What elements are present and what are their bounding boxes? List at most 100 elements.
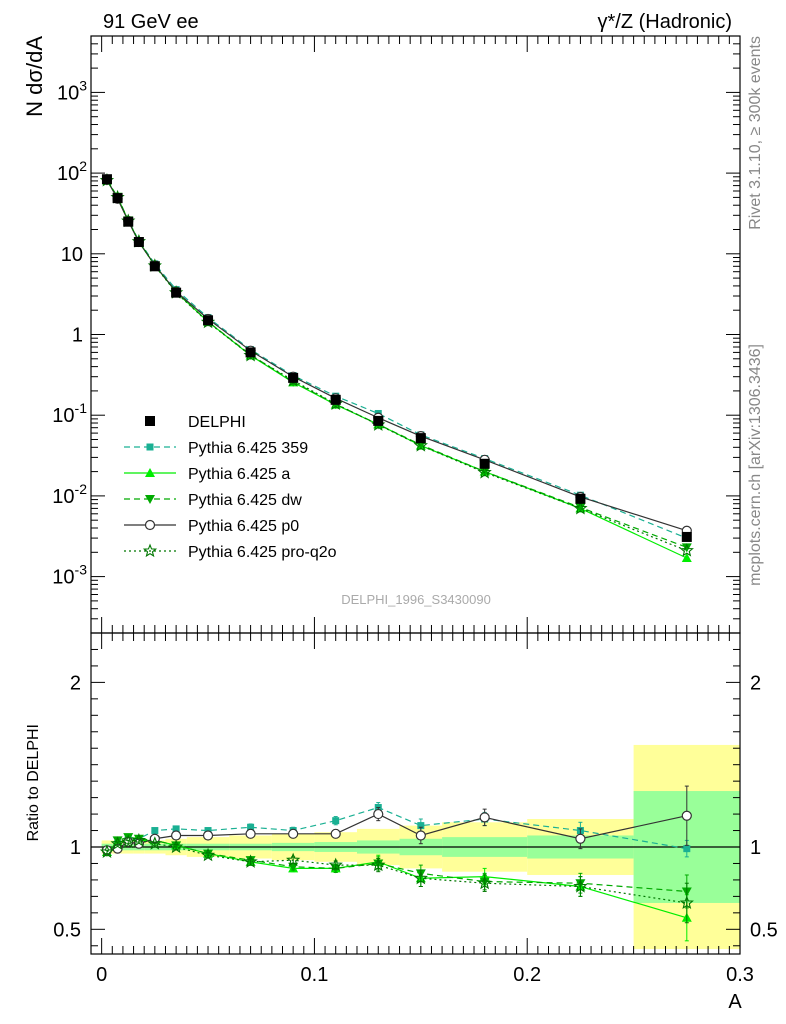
data-point (133, 237, 144, 248)
data-point (245, 347, 256, 358)
data-point (123, 216, 134, 227)
ratio-y-tick-label: 1 (70, 837, 81, 859)
ratio-point (200, 847, 216, 862)
ratio-point (202, 830, 214, 841)
main-axes: 10-3 10-2 10-1 1 10 102 103 (52, 35, 741, 634)
data-point (330, 394, 341, 405)
ratio-series-3 (101, 785, 692, 856)
legend-entry: Pythia 6.425 p0 (124, 518, 299, 535)
ratio-y-tick-label: 0.5 (750, 919, 778, 941)
data-point (681, 543, 692, 553)
data-point (413, 438, 428, 452)
analysis-watermark: DELPHI_1996_S3430090 (341, 592, 491, 607)
legend-label: Pythia 6.425 359 (188, 440, 308, 457)
data-point (101, 174, 112, 185)
ratio-point (99, 844, 115, 859)
legend-marker (145, 495, 155, 504)
ratio-y-tick-label: 0.5 (53, 919, 81, 941)
main-ylabel: N dσ/dA (22, 36, 47, 117)
x-tick-label: 0 (96, 964, 107, 986)
data-point (203, 315, 214, 326)
legend-label: Pythia 6.425 p0 (188, 518, 299, 535)
ratio-point (575, 833, 586, 844)
legend: DELPHI Pythia 6.425 359 Pythia 6.425 a Pyth… (124, 414, 337, 561)
legend-marker (145, 416, 155, 426)
legend-entry: Pythia 6.425 359 (124, 440, 308, 457)
x-tick-label: 0.3 (726, 964, 754, 986)
legend-entry: Pythia 6.425 pro-q2o (124, 543, 337, 561)
ratio-point (573, 879, 588, 893)
ratio-bands (91, 744, 740, 950)
y-tick-label: 10-3 (52, 562, 87, 589)
legend-label: Pythia 6.425 a (188, 466, 290, 483)
legend-entry: Pythia 6.425 dw (124, 492, 302, 509)
data-point (288, 372, 299, 383)
ratio-point (110, 836, 125, 850)
ratio-axes: 0 0.1 0.2 0.3 0.5 0.5 1 1 2 2 (53, 632, 778, 986)
header-left: 91 GeV ee (103, 11, 199, 33)
data-point (575, 493, 586, 504)
ratio-point (121, 834, 136, 849)
ratio-point (147, 836, 162, 850)
y-tick-label: 10-2 (52, 481, 87, 508)
main-series-0 (101, 174, 692, 542)
y-tick-label: 103 (57, 77, 87, 104)
data-point (575, 503, 586, 513)
header-right: γ*/Z (Hadronic) (598, 11, 732, 33)
ratio-ylabel: Ratio to DELPHI (25, 724, 42, 841)
y-tick-label: 10 (61, 244, 83, 266)
main-series-1 (103, 176, 691, 542)
ratio-y-tick-label: 1 (750, 837, 761, 859)
legend-entry: Pythia 6.425 a (124, 466, 290, 483)
ratio-point (245, 828, 256, 839)
ratio-point (477, 875, 492, 890)
ratio-point (415, 830, 426, 841)
ratio-series (99, 785, 694, 942)
ratio-y-tick-label: 2 (750, 672, 761, 694)
legend-marker (142, 543, 158, 558)
mcplots-label: mcplots.cern.ch [arXiv:1306.3436] (747, 344, 764, 586)
xlabel: A (728, 991, 742, 1013)
data-point (112, 193, 123, 204)
y-tick-label: 102 (57, 158, 87, 185)
y-tick-label: 1 (72, 325, 83, 347)
ratio-point (171, 830, 182, 841)
legend-label: Pythia 6.425 dw (188, 492, 302, 509)
main-series (99, 172, 694, 562)
data-point (477, 464, 492, 479)
ratio-point (172, 825, 180, 833)
legend-label: Pythia 6.425 pro-q2o (188, 544, 337, 561)
ratio-point (371, 857, 386, 872)
ratio-y-tick-label: 2 (70, 672, 81, 694)
legend-label: DELPHI (188, 414, 246, 431)
data-point (415, 433, 426, 444)
ratio-point (288, 828, 299, 839)
ratio-point (330, 828, 341, 839)
ratio-point (286, 852, 301, 867)
data-point (681, 552, 692, 562)
ratio-point (683, 845, 691, 853)
ratio-point (328, 857, 343, 872)
data-point (149, 261, 160, 272)
ratio-point (131, 832, 147, 847)
ratio-point (413, 870, 428, 885)
data-point (479, 458, 490, 469)
data-point (171, 287, 182, 298)
data-point (373, 415, 384, 426)
ratio-frame (90, 632, 741, 955)
data-point (679, 543, 694, 557)
ratio-point (681, 810, 692, 821)
ratio-point (168, 839, 184, 854)
legend-marker (144, 519, 156, 531)
ratio-point (243, 854, 258, 868)
y-tick-label: 10-1 (52, 400, 87, 427)
ratio-point (479, 812, 490, 823)
series-line (106, 179, 688, 539)
x-tick-label: 0.1 (301, 964, 329, 986)
ratio-point (112, 836, 123, 846)
legend-marker (145, 468, 155, 477)
data-point (681, 531, 692, 542)
ratio-point (332, 817, 340, 825)
data-point (573, 500, 588, 515)
